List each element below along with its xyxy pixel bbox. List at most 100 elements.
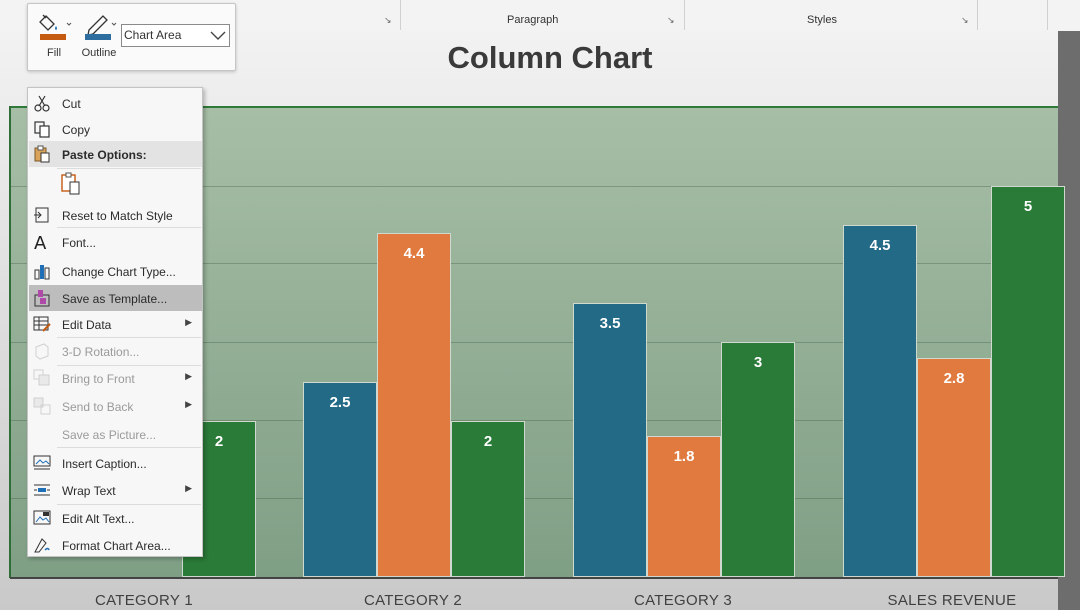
menu-separator (57, 337, 201, 338)
category-label: CATEGORY 3 (633, 592, 733, 609)
gridline (11, 263, 1057, 264)
svg-text:A: A (34, 233, 47, 251)
menu-item-label: Cut (62, 97, 81, 111)
chart-bar[interactable] (647, 436, 721, 577)
menu-item-label: Insert Caption... (62, 457, 147, 471)
scissors-icon (33, 94, 51, 112)
menu-item-font[interactable]: A Font... (29, 229, 202, 256)
submenu-arrow-icon: ▶ (185, 399, 192, 409)
chevron-down-icon (210, 31, 226, 40)
gridline (11, 498, 1057, 499)
menu-item-reset-to-match-style[interactable]: Reset to Match Style (29, 202, 202, 228)
category-label: CATEGORY 1 (94, 592, 194, 609)
menu-item-label: Font... (62, 236, 97, 250)
menu-item-insert-caption[interactable]: Insert Caption... (29, 450, 202, 477)
category-label: SALES REVENUE (887, 592, 1017, 609)
copy-icon (33, 120, 51, 138)
menu-item-label: Copy (62, 123, 91, 137)
context-menu: Cut Copy Paste Options: Reset to Match Styl… (27, 87, 203, 557)
submenu-arrow-icon: ▶ (185, 371, 192, 381)
gridline (11, 420, 1057, 421)
chart-bar[interactable] (573, 303, 647, 577)
menu-item-label: Edit Alt Text... (62, 512, 135, 526)
menu-item-save-as-picture[interactable]: Save as Picture... (29, 421, 202, 448)
rotation-3d-icon (33, 342, 51, 360)
fill-label: Fill (46, 47, 62, 59)
data-label: 4.4 (403, 244, 425, 262)
outline-button[interactable]: Outline (77, 10, 121, 66)
data-label: 2 (214, 432, 224, 450)
menu-item-label: Reset to Match Style (62, 209, 173, 223)
menu-item-label: Edit Data (62, 318, 112, 332)
menu-separator (57, 227, 201, 228)
alt-text-icon (33, 509, 51, 527)
submenu-arrow-icon: ▶ (185, 317, 192, 327)
chart-bar[interactable] (377, 232, 451, 577)
menu-separator (57, 168, 201, 169)
pen-outline-icon (85, 15, 117, 40)
chart-bar[interactable] (843, 225, 917, 577)
chart-title[interactable]: Column Chart (447, 40, 653, 75)
chart-bar[interactable] (721, 342, 795, 577)
data-label: 2 (483, 432, 493, 450)
data-label: 2.5 (329, 393, 351, 411)
ribbon-group-styles: Styles (807, 14, 837, 26)
ribbon-group-paragraph: Paragraph (507, 14, 559, 26)
menu-item-label: Save as Template... (62, 292, 168, 306)
dialog-launcher-icon[interactable]: ↘ (384, 15, 392, 25)
menu-separator (57, 504, 201, 505)
menu-item-label: Change Chart Type... (62, 265, 176, 279)
menu-item-label: Wrap Text (62, 484, 116, 498)
menu-item-send-to-back[interactable]: Send to Back ▶ (29, 393, 202, 419)
chart-elements-dropdown[interactable]: Chart Area (121, 24, 230, 47)
dialog-launcher-icon[interactable]: ↘ (961, 15, 969, 25)
chart-bar[interactable] (917, 358, 991, 577)
menu-item-save-as-template[interactable]: Save as Template... (29, 285, 202, 311)
paste-icon (33, 145, 51, 163)
paint-bucket-icon (39, 14, 72, 40)
menu-item-change-chart-type[interactable]: Change Chart Type... (29, 258, 202, 285)
menu-item-label: Save as Picture... (62, 428, 157, 442)
chart-bar[interactable] (451, 420, 525, 577)
submenu-arrow-icon: ▶ (185, 483, 192, 493)
data-label: 5 (1023, 198, 1033, 215)
data-label: 2.8 (943, 370, 965, 388)
fill-button[interactable]: Fill (32, 10, 76, 66)
font-icon: A (33, 233, 51, 254)
menu-item-label: Send to Back (62, 400, 134, 414)
outline-label: Outline (81, 47, 117, 59)
menu-item-3-d-rotation[interactable]: 3-D Rotation... (29, 338, 202, 365)
edit-data-icon (33, 315, 51, 333)
ribbon-separator (1047, 0, 1048, 30)
chart-bar[interactable] (303, 381, 377, 577)
menu-separator (57, 365, 201, 366)
gridline (11, 186, 1057, 187)
chart-type-icon (33, 262, 51, 280)
menu-item-format-chart-area[interactable]: Format Chart Area... (29, 532, 202, 558)
data-label: 3 (753, 354, 763, 372)
category-axis-line (10, 577, 1058, 579)
menu-separator (57, 447, 201, 448)
menu-item-wrap-text[interactable]: Wrap Text ▶ (29, 477, 202, 504)
template-icon (33, 289, 51, 307)
dialog-launcher-icon[interactable]: ↘ (667, 15, 675, 25)
wrap-text-icon (33, 481, 51, 499)
mini-format-toolbar: Fill Outline Chart Area (27, 3, 236, 71)
menu-item-edit-alt-text[interactable]: Edit Alt Text... (29, 505, 202, 532)
menu-item-edit-data[interactable]: Edit Data ▶ (29, 311, 202, 338)
reset-style-icon (33, 206, 51, 224)
gridline (11, 342, 1057, 343)
menu-item-cut[interactable]: Cut (29, 90, 202, 116)
menu-item-bring-to-front[interactable]: Bring to Front ▶ (29, 365, 202, 393)
category-label: CATEGORY 2 (363, 592, 463, 609)
ribbon-separator (977, 0, 978, 30)
chart-elements-value: Chart Area (124, 28, 182, 42)
format-area-icon (33, 536, 51, 554)
menu-item-label: Format Chart Area... (62, 539, 171, 553)
plot-left-edge (9, 106, 11, 578)
chart-bar[interactable] (991, 186, 1065, 577)
menu-item-copy[interactable]: Copy (29, 116, 202, 142)
ribbon-separator (400, 0, 401, 30)
menu-item-label: Bring to Front (62, 372, 135, 386)
menu-item-paste-keep-formatting[interactable] (29, 168, 202, 202)
